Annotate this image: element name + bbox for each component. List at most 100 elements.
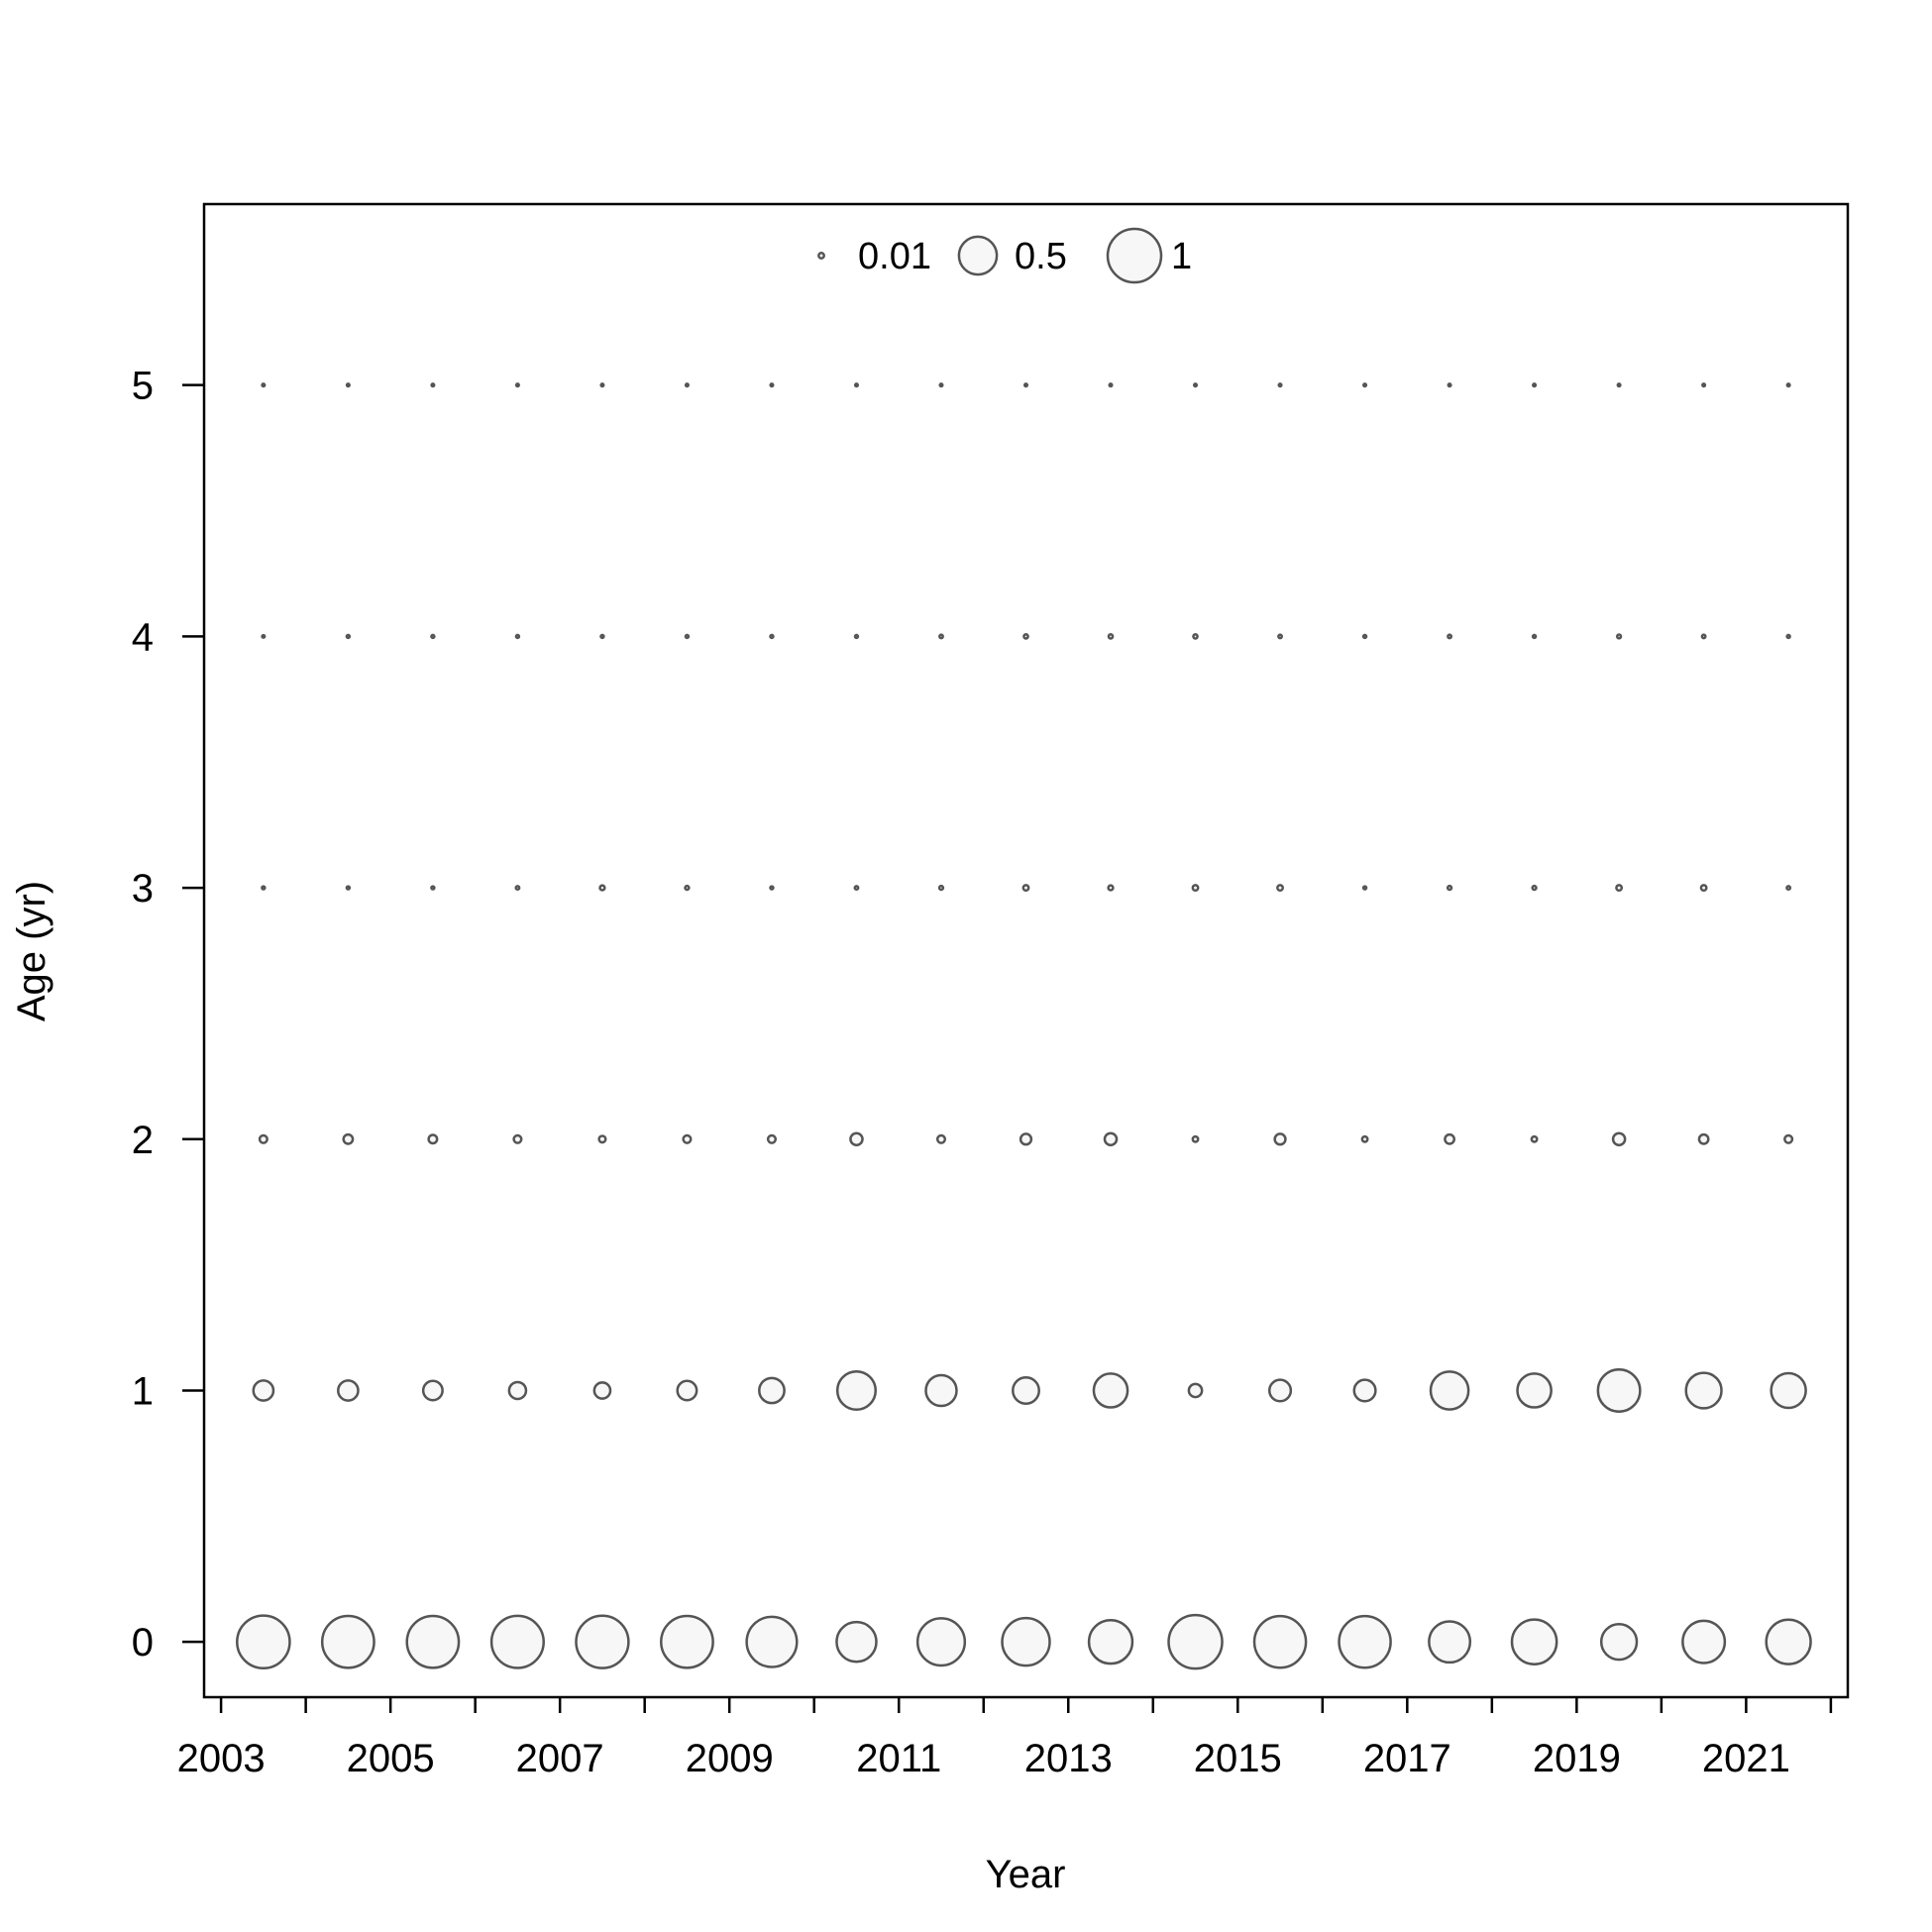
bubble — [1510, 1618, 1558, 1666]
bubble — [1087, 1619, 1134, 1665]
legend-label: 0.01 — [858, 236, 931, 277]
x-tick-label: 2005 — [347, 1737, 435, 1780]
legend-label: 0.5 — [1015, 236, 1067, 277]
bubble — [1001, 1616, 1051, 1667]
bubble — [853, 633, 860, 640]
bubble — [1277, 633, 1284, 640]
bubble — [1108, 382, 1114, 388]
legend-bubble — [1106, 227, 1163, 284]
bubble — [769, 633, 775, 640]
bubble — [1192, 382, 1199, 388]
bubble — [1107, 884, 1115, 892]
bubble — [1516, 1372, 1553, 1409]
y-tick-label: 4 — [132, 615, 154, 659]
bubble — [1021, 884, 1030, 893]
bubble — [1191, 884, 1200, 893]
bubble — [853, 382, 860, 388]
x-axis: 2003 2005 2007 2009 2011 2013 2015 2017 2019 2021 — [177, 1697, 1833, 1780]
x-tick-label: 2011 — [856, 1737, 941, 1780]
bubble — [1785, 633, 1791, 640]
bubble — [252, 1379, 275, 1402]
bubble — [1019, 1132, 1033, 1146]
bubble — [1022, 633, 1029, 640]
bubble — [337, 1379, 360, 1402]
bubble — [938, 633, 944, 640]
bubble — [320, 1614, 376, 1669]
bubble — [599, 633, 605, 640]
bubble — [1765, 1618, 1812, 1665]
legend-label: 1 — [1171, 236, 1192, 277]
bubble — [676, 1379, 698, 1402]
bubble — [684, 382, 690, 388]
bubble — [597, 1134, 607, 1144]
bubble — [489, 1614, 545, 1669]
bubble — [1187, 1382, 1204, 1399]
legend: 0.01 0.5 1 — [817, 227, 1192, 284]
bubble — [512, 1133, 523, 1144]
bubble — [769, 382, 775, 388]
x-axis-title: Year — [986, 1853, 1066, 1896]
bubble — [1252, 1614, 1308, 1669]
bubble — [514, 382, 520, 388]
bubble — [345, 382, 351, 388]
bubble — [938, 382, 944, 388]
bubble — [421, 1379, 444, 1402]
legend-bubble — [957, 235, 999, 276]
bubble — [1361, 885, 1368, 891]
bubble — [1615, 884, 1624, 893]
bubble — [1361, 633, 1368, 640]
x-tick-label: 2017 — [1363, 1737, 1451, 1780]
bubble — [1360, 1134, 1369, 1143]
bubble — [684, 884, 691, 892]
bubble — [1599, 1623, 1639, 1662]
bubble — [261, 633, 267, 639]
bubble — [342, 1132, 355, 1145]
bubble — [684, 633, 691, 640]
bubble — [1362, 382, 1368, 388]
bubble — [1428, 1620, 1472, 1664]
bubble — [1615, 633, 1623, 640]
bubble — [1530, 1134, 1539, 1143]
bubble — [1532, 382, 1538, 388]
y-tick-label: 3 — [132, 867, 154, 911]
plot-frame — [202, 202, 1850, 1699]
x-tick-label: 2021 — [1702, 1737, 1790, 1780]
bubble — [1697, 1132, 1710, 1145]
y-axis: 0 1 2 3 4 5 — [132, 365, 204, 1664]
bubble — [507, 1380, 528, 1401]
bubble — [1770, 1371, 1807, 1410]
x-tick-label: 2003 — [177, 1737, 266, 1780]
bubble — [258, 1133, 268, 1144]
bubble — [937, 884, 945, 892]
bubble — [236, 1614, 291, 1670]
bubble — [849, 1131, 864, 1147]
bubble — [1012, 1376, 1040, 1405]
bubble — [758, 1376, 786, 1405]
bubble — [598, 884, 606, 892]
bubble — [599, 382, 605, 388]
bubble — [1700, 633, 1707, 640]
bubble — [1785, 382, 1791, 388]
bubble — [1167, 1613, 1224, 1670]
x-tick-label: 2019 — [1533, 1737, 1621, 1780]
x-tick-label: 2015 — [1194, 1737, 1282, 1780]
y-tick-label: 2 — [132, 1119, 154, 1162]
bubble — [935, 1133, 947, 1144]
bubble-layer — [236, 382, 1812, 1670]
bubble — [1531, 884, 1538, 892]
bubble — [924, 1373, 958, 1408]
bubble — [745, 1615, 799, 1668]
bubble — [514, 633, 521, 640]
bubble — [1447, 633, 1453, 640]
y-tick-label: 0 — [132, 1621, 154, 1664]
bubble — [766, 1133, 778, 1144]
bubble — [660, 1614, 714, 1669]
y-tick-label: 5 — [132, 365, 154, 408]
bubble — [1276, 884, 1284, 893]
bubble — [1783, 1133, 1794, 1144]
x-tick-label: 2009 — [686, 1737, 774, 1780]
y-tick-label: 1 — [132, 1369, 154, 1413]
bubble — [1596, 1367, 1642, 1413]
bubble — [835, 1620, 878, 1664]
bubble — [1681, 1619, 1727, 1664]
